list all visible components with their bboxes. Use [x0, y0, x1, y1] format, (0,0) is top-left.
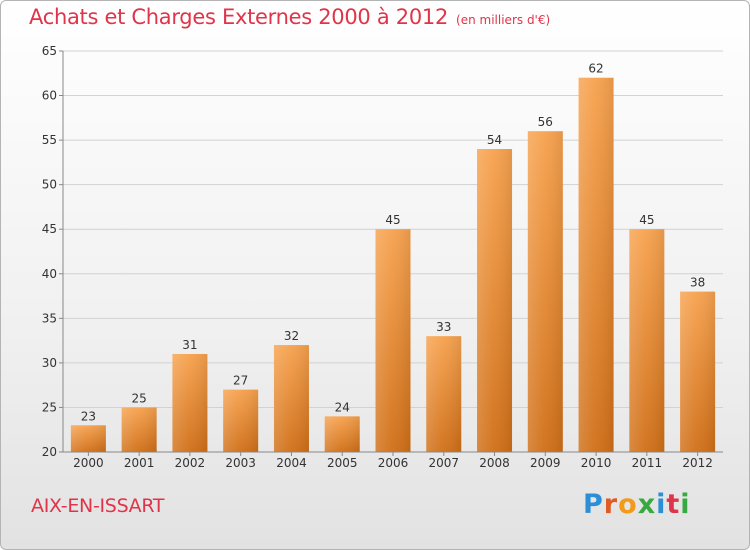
- bar-shine-2008: [477, 149, 513, 452]
- y-tick-label: 20: [42, 445, 57, 459]
- chart-unit: (en milliers d'€): [456, 13, 551, 27]
- y-tick-label: 25: [42, 400, 57, 414]
- bar-shine-2009: [527, 131, 563, 452]
- logo-letter: t: [666, 489, 681, 520]
- data-label: 56: [538, 115, 553, 129]
- y-tick-label: 45: [42, 222, 57, 236]
- data-label: 45: [639, 213, 654, 227]
- logo-letter: x: [637, 489, 657, 520]
- commune-name: AIX-EN-ISSART: [31, 495, 165, 517]
- x-tick-label: 2008: [479, 456, 510, 470]
- bar-shine-2005: [324, 416, 360, 452]
- y-tick-label: 35: [42, 311, 57, 325]
- bar-shine-2000: [70, 425, 106, 452]
- y-tick-label: 30: [42, 356, 57, 370]
- bar-shine-2002: [172, 353, 208, 452]
- x-tick-label: 2009: [530, 456, 561, 470]
- y-tick-label: 50: [42, 178, 57, 192]
- data-label: 33: [436, 320, 451, 334]
- y-tick-label: 55: [42, 133, 57, 147]
- bar-shine-2001: [121, 407, 157, 452]
- bar-shine-2011: [629, 229, 665, 452]
- logo-letter: i: [656, 489, 667, 520]
- data-label: 32: [284, 329, 299, 343]
- y-tick-label: 60: [42, 89, 57, 103]
- data-label: 31: [182, 338, 197, 352]
- data-label: 24: [335, 400, 350, 414]
- x-tick-label: 2007: [428, 456, 459, 470]
- x-tick-label: 2006: [378, 456, 409, 470]
- chart-title: Achats et Charges Externes 2000 à 2012: [29, 5, 449, 29]
- chart-title-block: Achats et Charges Externes 2000 à 2012 (e…: [29, 5, 550, 29]
- bar-shine-2012: [680, 291, 716, 452]
- logo-letter: o: [618, 489, 638, 520]
- x-tick-label: 2005: [327, 456, 358, 470]
- x-tick-label: 2000: [73, 456, 104, 470]
- x-tick-label: 2004: [276, 456, 307, 470]
- x-tick-label: 2010: [581, 456, 612, 470]
- bar-shine-2006: [375, 229, 411, 452]
- data-label: 23: [81, 409, 96, 423]
- data-label: 27: [233, 374, 248, 388]
- data-label: 25: [132, 391, 147, 405]
- proxiti-logo: Proxiti: [583, 489, 691, 520]
- logo-letter: i: [680, 489, 691, 520]
- x-tick-label: 2012: [682, 456, 713, 470]
- x-tick-label: 2002: [175, 456, 206, 470]
- y-tick-label: 40: [42, 267, 57, 281]
- x-tick-label: 2011: [632, 456, 663, 470]
- bar-shine-2010: [578, 77, 614, 452]
- x-tick-label: 2003: [225, 456, 256, 470]
- logo-letter: P: [583, 489, 604, 520]
- bar-shine-2007: [426, 336, 462, 452]
- data-label: 45: [385, 213, 400, 227]
- data-label: 38: [690, 276, 705, 290]
- data-label: 54: [487, 133, 502, 147]
- x-tick-label: 2001: [124, 456, 155, 470]
- bar-shine-2003: [223, 389, 259, 452]
- data-label: 62: [588, 62, 603, 76]
- logo-letter: r: [603, 489, 619, 520]
- bar-shine-2004: [273, 345, 309, 452]
- y-tick-label: 65: [42, 44, 57, 58]
